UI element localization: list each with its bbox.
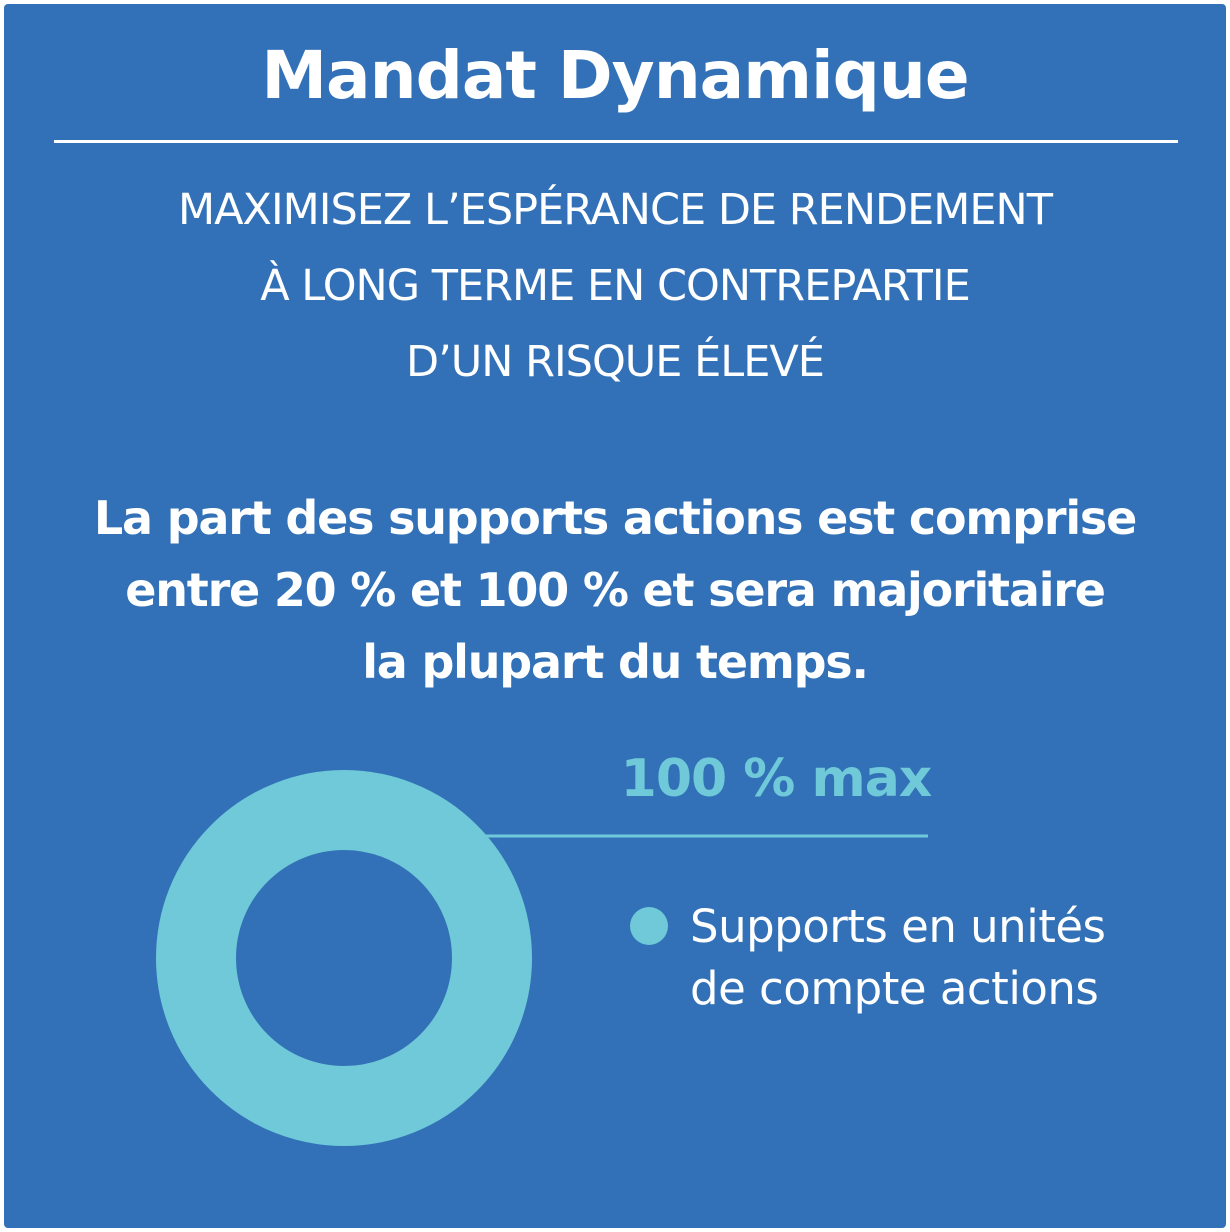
subtitle-line-1: MAXIMISEZ L’ESPÉRANCE DE RENDEMENT (178, 185, 1053, 235)
description-line-1: La part des supports actions est compris… (93, 491, 1137, 545)
subtitle-line-3: D’UN RISQUE ÉLEVÉ (406, 337, 825, 387)
description-line-2: entre 20 % et 100 % et sera majoritaire (125, 563, 1106, 617)
donut-slices (156, 770, 532, 1146)
mandate-card: 100 % max Supports en unités de compte a… (4, 4, 1226, 1228)
legend-label-line-1: Supports en unités (690, 900, 1105, 953)
description: La part des supports actions est compris… (24, 482, 1206, 698)
donut-chart: 100 % max Supports en unités de compte a… (4, 4, 1226, 1228)
subtitle: MAXIMISEZ L’ESPÉRANCE DE RENDEMENT À LON… (24, 172, 1206, 400)
title-divider (54, 140, 1178, 143)
legend-label-line-2: de compte actions (690, 962, 1098, 1015)
page-title: Mandat Dynamique (261, 37, 969, 114)
description-line-3: la plupart du temps. (362, 635, 869, 689)
legend-marker (630, 907, 668, 945)
callout-label: 100 % max (621, 749, 932, 809)
subtitle-line-2: À LONG TERME EN CONTREPARTIE (260, 261, 971, 311)
donut-slice-1 (156, 770, 532, 1146)
